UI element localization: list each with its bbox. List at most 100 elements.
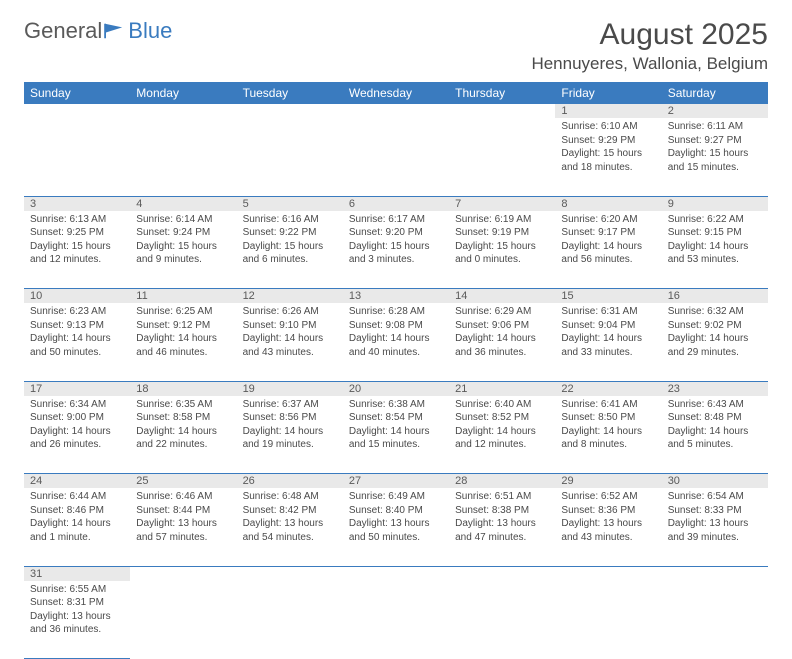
daylight-line: Daylight: 13 hours and 54 minutes. <box>243 517 337 544</box>
weekday-header: Friday <box>555 82 661 104</box>
day-number-cell: 22 <box>555 381 661 396</box>
sunset-line: Sunset: 9:17 PM <box>561 226 655 240</box>
day-number-cell: 28 <box>449 474 555 489</box>
daylight-line: Daylight: 14 hours and 19 minutes. <box>243 425 337 452</box>
day-cell <box>130 581 236 659</box>
weekday-header-row: Sunday Monday Tuesday Wednesday Thursday… <box>24 82 768 104</box>
day-cell: Sunrise: 6:34 AMSunset: 9:00 PMDaylight:… <box>24 396 130 474</box>
day-cell: Sunrise: 6:38 AMSunset: 8:54 PMDaylight:… <box>343 396 449 474</box>
sunset-line: Sunset: 9:20 PM <box>349 226 443 240</box>
daynum-row: 17181920212223 <box>24 381 768 396</box>
sunset-line: Sunset: 8:40 PM <box>349 504 443 518</box>
sunset-line: Sunset: 9:24 PM <box>136 226 230 240</box>
daylight-line: Daylight: 14 hours and 56 minutes. <box>561 240 655 267</box>
day-number-cell: 17 <box>24 381 130 396</box>
day-number-cell: 20 <box>343 381 449 396</box>
daylight-line: Daylight: 15 hours and 9 minutes. <box>136 240 230 267</box>
sunrise-line: Sunrise: 6:34 AM <box>30 398 124 412</box>
daylight-line: Daylight: 14 hours and 29 minutes. <box>668 332 762 359</box>
sunrise-line: Sunrise: 6:41 AM <box>561 398 655 412</box>
daylight-line: Daylight: 15 hours and 0 minutes. <box>455 240 549 267</box>
day-cell <box>237 581 343 659</box>
daylight-line: Daylight: 14 hours and 12 minutes. <box>455 425 549 452</box>
sunset-line: Sunset: 8:56 PM <box>243 411 337 425</box>
daylight-line: Daylight: 14 hours and 53 minutes. <box>668 240 762 267</box>
day-number-cell: 7 <box>449 196 555 211</box>
day-cell: Sunrise: 6:19 AMSunset: 9:19 PMDaylight:… <box>449 211 555 289</box>
weekday-header: Sunday <box>24 82 130 104</box>
sunrise-line: Sunrise: 6:54 AM <box>668 490 762 504</box>
day-number-cell: 10 <box>24 289 130 304</box>
day-number-cell <box>555 566 661 581</box>
sunset-line: Sunset: 9:29 PM <box>561 134 655 148</box>
logo-text-general: General <box>24 18 102 44</box>
day-cell: Sunrise: 6:13 AMSunset: 9:25 PMDaylight:… <box>24 211 130 289</box>
daylight-line: Daylight: 13 hours and 43 minutes. <box>561 517 655 544</box>
day-number-cell: 21 <box>449 381 555 396</box>
sunset-line: Sunset: 9:08 PM <box>349 319 443 333</box>
day-cell: Sunrise: 6:44 AMSunset: 8:46 PMDaylight:… <box>24 488 130 566</box>
daynum-row: 10111213141516 <box>24 289 768 304</box>
sunset-line: Sunset: 8:50 PM <box>561 411 655 425</box>
day-number-cell <box>449 104 555 118</box>
flag-icon <box>104 22 126 40</box>
day-number-cell: 25 <box>130 474 236 489</box>
day-cell: Sunrise: 6:54 AMSunset: 8:33 PMDaylight:… <box>662 488 768 566</box>
day-number-cell: 13 <box>343 289 449 304</box>
day-number-cell: 8 <box>555 196 661 211</box>
week-row: Sunrise: 6:55 AMSunset: 8:31 PMDaylight:… <box>24 581 768 659</box>
calendar-body: 12Sunrise: 6:10 AMSunset: 9:29 PMDayligh… <box>24 104 768 659</box>
day-cell: Sunrise: 6:25 AMSunset: 9:12 PMDaylight:… <box>130 303 236 381</box>
daylight-line: Daylight: 15 hours and 15 minutes. <box>668 147 762 174</box>
sunrise-line: Sunrise: 6:10 AM <box>561 120 655 134</box>
day-cell: Sunrise: 6:26 AMSunset: 9:10 PMDaylight:… <box>237 303 343 381</box>
sunset-line: Sunset: 8:48 PM <box>668 411 762 425</box>
weekday-header: Saturday <box>662 82 768 104</box>
day-number-cell: 27 <box>343 474 449 489</box>
day-cell: Sunrise: 6:41 AMSunset: 8:50 PMDaylight:… <box>555 396 661 474</box>
day-number-cell <box>24 104 130 118</box>
sunrise-line: Sunrise: 6:28 AM <box>349 305 443 319</box>
sunset-line: Sunset: 9:06 PM <box>455 319 549 333</box>
day-cell: Sunrise: 6:55 AMSunset: 8:31 PMDaylight:… <box>24 581 130 659</box>
sunset-line: Sunset: 9:15 PM <box>668 226 762 240</box>
day-number-cell <box>343 104 449 118</box>
weekday-header: Tuesday <box>237 82 343 104</box>
day-cell <box>130 118 236 196</box>
sunrise-line: Sunrise: 6:13 AM <box>30 213 124 227</box>
day-number-cell <box>343 566 449 581</box>
daylight-line: Daylight: 13 hours and 47 minutes. <box>455 517 549 544</box>
sunrise-line: Sunrise: 6:17 AM <box>349 213 443 227</box>
day-number-cell: 24 <box>24 474 130 489</box>
day-cell: Sunrise: 6:52 AMSunset: 8:36 PMDaylight:… <box>555 488 661 566</box>
page: General Blue August 2025 Hennuyeres, Wal… <box>0 0 792 659</box>
sunset-line: Sunset: 9:00 PM <box>30 411 124 425</box>
sunrise-line: Sunrise: 6:26 AM <box>243 305 337 319</box>
week-row: Sunrise: 6:10 AMSunset: 9:29 PM Daylight:… <box>24 118 768 196</box>
sunrise-line: Sunrise: 6:19 AM <box>455 213 549 227</box>
day-number-cell: 18 <box>130 381 236 396</box>
daylight-line: Daylight: 14 hours and 46 minutes. <box>136 332 230 359</box>
sunrise-line: Sunrise: 6:48 AM <box>243 490 337 504</box>
sunrise-line: Sunrise: 6:44 AM <box>30 490 124 504</box>
sunset-line: Sunset: 9:12 PM <box>136 319 230 333</box>
day-number-cell: 16 <box>662 289 768 304</box>
week-row: Sunrise: 6:44 AMSunset: 8:46 PMDaylight:… <box>24 488 768 566</box>
sunrise-line: Sunrise: 6:55 AM <box>30 583 124 597</box>
day-number-cell <box>130 104 236 118</box>
daynum-row: 3456789 <box>24 196 768 211</box>
sunset-line: Sunset: 8:44 PM <box>136 504 230 518</box>
week-row: Sunrise: 6:34 AMSunset: 9:00 PM Daylight:… <box>24 396 768 474</box>
day-number-cell: 29 <box>555 474 661 489</box>
daylight-line: Daylight: 15 hours and 6 minutes. <box>243 240 337 267</box>
day-cell: Sunrise: 6:22 AMSunset: 9:15 PMDaylight:… <box>662 211 768 289</box>
daylight-line: Daylight: 13 hours and 36 minutes. <box>30 610 124 637</box>
sunrise-line: Sunrise: 6:32 AM <box>668 305 762 319</box>
day-cell: Sunrise: 6:11 AMSunset: 9:27 PMDaylight:… <box>662 118 768 196</box>
day-number-cell: 15 <box>555 289 661 304</box>
daylight-line: Daylight: 13 hours and 50 minutes. <box>349 517 443 544</box>
sunset-line: Sunset: 8:42 PM <box>243 504 337 518</box>
sunset-line: Sunset: 8:38 PM <box>455 504 549 518</box>
location: Hennuyeres, Wallonia, Belgium <box>531 54 768 74</box>
day-cell: Sunrise: 6:48 AMSunset: 8:42 PMDaylight:… <box>237 488 343 566</box>
